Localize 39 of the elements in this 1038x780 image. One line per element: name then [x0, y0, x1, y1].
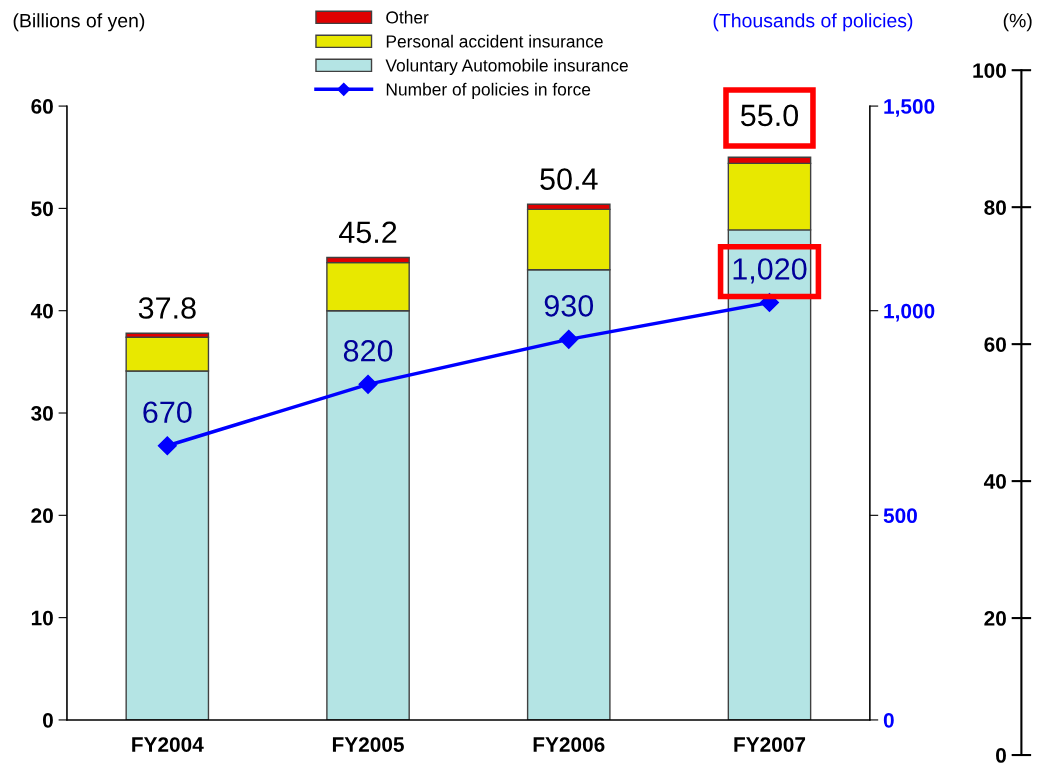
total-label: 55.0 [740, 104, 799, 127]
y-tick-label: 20 [31, 508, 53, 524]
y-axis-title: (Billions of yen) [13, 13, 145, 32]
data-label: 670 [143, 401, 192, 424]
y-tick-label: 50 [31, 201, 53, 217]
y3-axis-title: (%) [1003, 13, 1032, 32]
legend-label: Personal accident insurance [386, 34, 603, 48]
y3-tick-label: 80 [984, 200, 1006, 215]
y3-tick-label: 60 [984, 337, 1006, 352]
y2-tick-label: 1,500 [884, 99, 935, 117]
y3-tick-label: 20 [984, 611, 1006, 626]
y2-tick-label: 500 [883, 508, 917, 524]
legend-label: Voluntary Automobile insurance [385, 58, 628, 76]
data-label: 930 [544, 295, 594, 317]
y-tick-label: 30 [31, 406, 53, 421]
y3-tick-label: 40 [983, 474, 1006, 489]
x-tick-label: FY2005 [332, 737, 404, 752]
y2-tick-label: 0 [883, 712, 894, 728]
y-tick-label: 0 [42, 712, 53, 728]
y3-tick-label: 0 [996, 748, 1006, 763]
total-label: 50.4 [540, 168, 598, 190]
data-label: 1,020 [733, 258, 807, 284]
total-label: 45.2 [339, 221, 397, 244]
legend-label: Number of policies in force [386, 82, 591, 100]
point [559, 329, 579, 349]
x-tick-label: FY2007 [734, 737, 806, 752]
legend-label: Other [386, 10, 429, 24]
y-tick-label: 10 [31, 610, 53, 626]
point [157, 436, 177, 456]
y-tick-label: 40 [30, 303, 53, 319]
x-tick-label: FY2006 [533, 737, 605, 752]
y2-tick-label: 1,000 [884, 303, 935, 322]
x-tick-label: FY2004 [132, 737, 204, 752]
y3-tick-label: 100 [973, 63, 1006, 78]
y-tick-label: 60 [31, 99, 53, 114]
point [358, 374, 378, 394]
data-label: 820 [343, 340, 393, 362]
total-label: 37.8 [138, 297, 196, 319]
y2-axis-title: (Thousands of policies) [713, 13, 913, 32]
